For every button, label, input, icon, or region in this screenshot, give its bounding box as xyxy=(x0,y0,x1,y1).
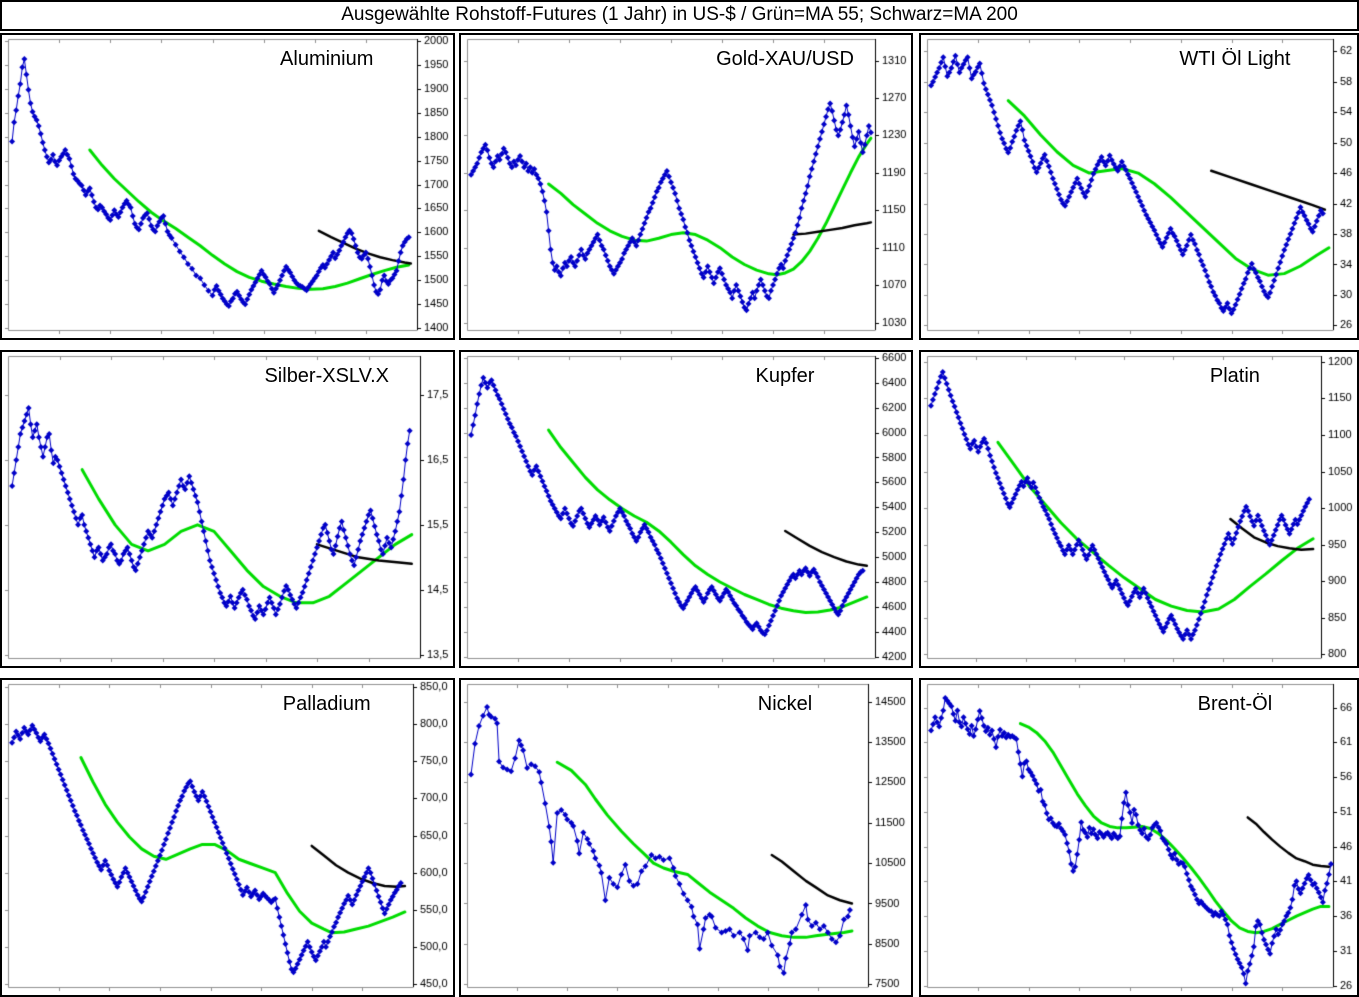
chart-title: Silber-XSLV.X xyxy=(264,365,389,387)
chart-title: Platin xyxy=(1209,365,1260,387)
chart-panel-platin: Platin xyxy=(919,350,1359,668)
chart-panel-nickel: Nickel xyxy=(459,678,913,997)
chart-title: Brent-Öl xyxy=(1197,693,1273,715)
chart-panel-gold-xau-usd: Gold-XAU/USD xyxy=(459,33,913,340)
chart-title: Palladium xyxy=(282,693,371,715)
chart-panel-brent-oel: Brent-Öl xyxy=(919,678,1359,997)
main-title-bar: Ausgewählte Rohstoff-Futures (1 Jahr) in… xyxy=(0,0,1359,31)
chart-canvas xyxy=(921,352,1357,666)
chart-title: Gold-XAU/USD xyxy=(716,48,854,70)
chart-title: Nickel xyxy=(757,693,813,715)
chart-panel-silber-xslv-x: Silber-XSLV.X xyxy=(0,350,455,668)
chart-canvas xyxy=(2,680,453,995)
chart-canvas xyxy=(2,35,453,338)
chart-canvas xyxy=(461,35,911,338)
chart-panel-palladium: Palladium xyxy=(0,678,455,997)
chart-panel-wti-oel-light: WTI Öl Light xyxy=(919,33,1359,340)
chart-panel-aluminium: Aluminium xyxy=(0,33,455,340)
chart-canvas xyxy=(461,352,911,666)
main-title: Ausgewählte Rohstoff-Futures (1 Jahr) in… xyxy=(341,4,1018,25)
charts-grid: Aluminium Gold-XAU/USD WTI Öl Light Silb… xyxy=(0,31,1359,997)
chart-title: WTI Öl Light xyxy=(1179,48,1291,70)
chart-title: Aluminium xyxy=(280,48,374,70)
chart-canvas xyxy=(461,680,911,995)
chart-panel-kupfer: Kupfer xyxy=(459,350,913,668)
chart-canvas xyxy=(921,35,1357,338)
chart-title: Kupfer xyxy=(755,365,815,387)
chart-canvas xyxy=(2,352,453,666)
chart-canvas xyxy=(921,680,1357,995)
